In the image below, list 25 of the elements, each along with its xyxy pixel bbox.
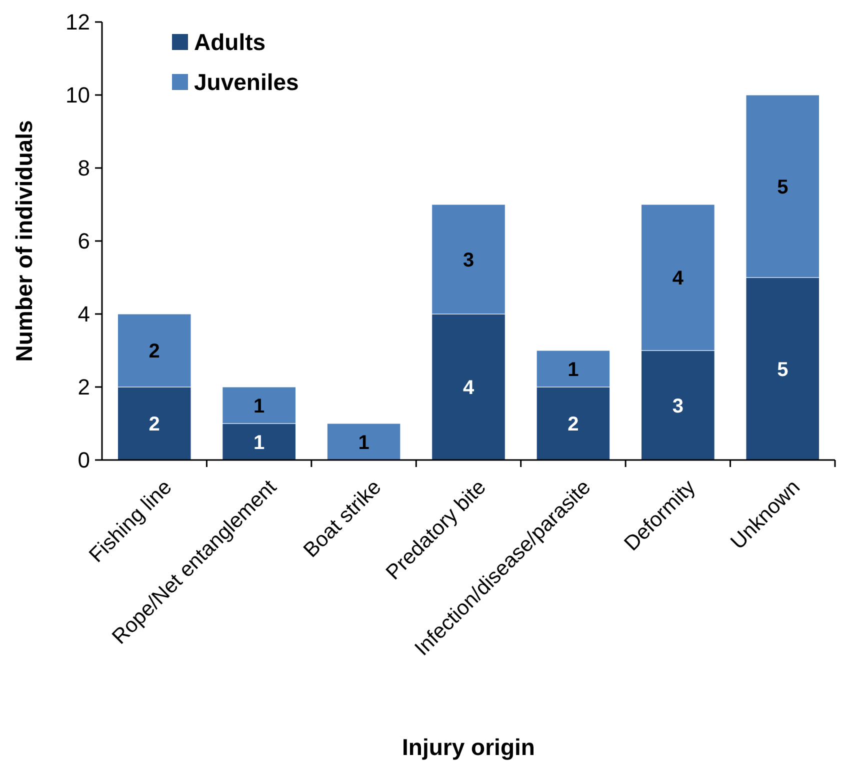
data-label: 3: [672, 395, 684, 418]
bar: [326, 423, 401, 460]
y-tick-label: 0: [78, 448, 90, 473]
data-label: 2: [148, 340, 160, 362]
data-label: 3: [462, 249, 474, 272]
data-label: 4: [672, 268, 684, 290]
y-tick-label: 2: [78, 374, 90, 400]
legend-label: Adults: [194, 29, 266, 56]
data-label: 5: [777, 176, 788, 198]
y-tick-label: 4: [78, 302, 90, 327]
y-tick-label: 12: [66, 10, 90, 35]
data-label: 2: [148, 414, 160, 436]
data-label: 2: [568, 414, 579, 436]
y-tick-label: 6: [78, 228, 90, 254]
y-axis-title: Number of individuals: [11, 120, 37, 362]
legend-label: Juveniles: [194, 69, 299, 96]
data-label: 5: [777, 358, 788, 381]
data-label: 1: [568, 358, 579, 381]
data-label: 1: [254, 432, 265, 454]
x-axis-title: Injury origin: [402, 734, 535, 760]
data-label: 1: [358, 432, 370, 454]
y-tick-label: 8: [78, 156, 90, 181]
data-label: 1: [254, 395, 265, 418]
y-tick-label: 10: [66, 82, 90, 108]
data-label: 4: [462, 377, 475, 399]
